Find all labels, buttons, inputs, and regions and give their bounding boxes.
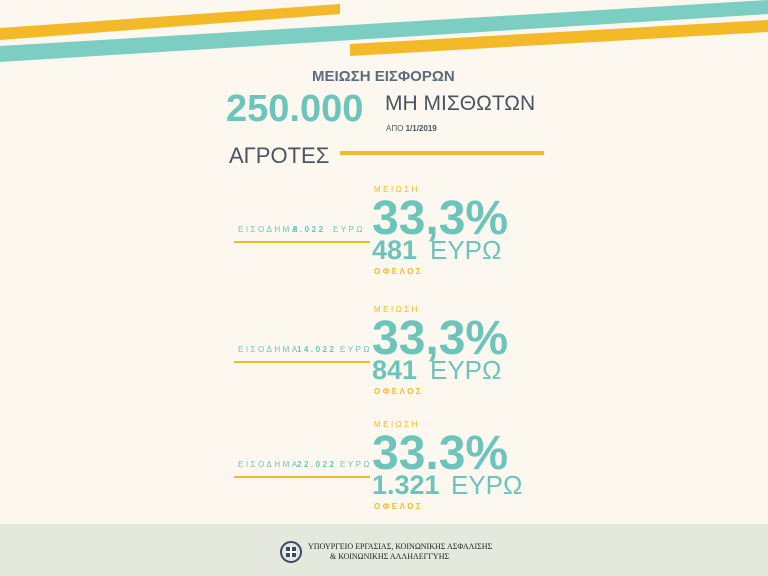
income-line bbox=[234, 241, 370, 243]
title: ΜΕΙΩΣΗ ΕΙΣΦΟΡΩΝ bbox=[312, 68, 455, 85]
stripe bbox=[0, 4, 340, 40]
reduction: 33,3% bbox=[372, 192, 509, 245]
big-label: ΜΗ ΜΙΣΘΩΤΩΝ bbox=[385, 92, 536, 115]
benefit-label: ΟΦΕΛΟΣ bbox=[374, 387, 424, 396]
benefit: 1.321 bbox=[372, 470, 440, 500]
stripes bbox=[0, 0, 768, 62]
benefit-label: ΟΦΕΛΟΣ bbox=[374, 267, 424, 276]
income-unit: ΕΥΡΩ bbox=[340, 460, 372, 469]
benefit-unit: ΕΥΡΩ bbox=[430, 355, 502, 385]
reduction: 33.3% bbox=[372, 427, 509, 480]
benefit-unit: ΕΥΡΩ bbox=[430, 235, 502, 265]
footer-line: ΥΠΟΥΡΓΕΙΟ ΕΡΓΑΣΙΑΣ, ΚΟΙΝΩΝΙΚΗΣ ΑΣΦΑΛΙΣΗΣ bbox=[308, 542, 493, 551]
footer bbox=[0, 524, 768, 576]
income-line bbox=[234, 361, 370, 363]
benefit-label: ΟΦΕΛΟΣ bbox=[374, 502, 424, 511]
income-label: ΕΙΣΟΔΗΜΑ bbox=[238, 225, 300, 234]
footer-line: & ΚΟΙΝΩΝΙΚΗΣ ΑΛΛΗΛΕΓΓΥΗΣ bbox=[330, 552, 450, 561]
income-label: ΕΙΣΟΔΗΜΑ bbox=[238, 345, 300, 354]
income-unit: ΕΥΡΩ bbox=[340, 345, 372, 354]
benefit-unit: ΕΥΡΩ bbox=[451, 470, 523, 500]
reduction: 33,3% bbox=[372, 312, 509, 365]
section-title: ΑΓΡΟΤΕΣ bbox=[229, 143, 330, 168]
reduction-label: ΜΕΙΩΣΗ bbox=[374, 420, 420, 429]
date-line: ΑΠΟ 1/1/2019 bbox=[386, 124, 437, 133]
income-unit: ΕΥΡΩ bbox=[333, 225, 365, 234]
income-label: ΕΙΣΟΔΗΜΑ bbox=[238, 460, 300, 469]
big-number: 250.000 bbox=[226, 88, 364, 130]
income: 8.022 bbox=[293, 225, 326, 234]
benefit: 841 bbox=[372, 355, 418, 385]
income-line bbox=[234, 476, 370, 478]
section-line bbox=[340, 151, 544, 155]
benefit: 481 bbox=[372, 235, 418, 265]
income: 22.022 bbox=[297, 460, 337, 469]
date: 1/1/2019 bbox=[405, 124, 437, 133]
emblem bbox=[280, 541, 302, 563]
date-prefix: ΑΠΟ bbox=[386, 124, 404, 133]
reduction-label: ΜΕΙΩΣΗ bbox=[374, 185, 420, 194]
stripe bbox=[0, 0, 768, 62]
reduction-label: ΜΕΙΩΣΗ bbox=[374, 305, 420, 314]
income: 14.022 bbox=[297, 345, 337, 354]
stripe bbox=[350, 20, 768, 56]
